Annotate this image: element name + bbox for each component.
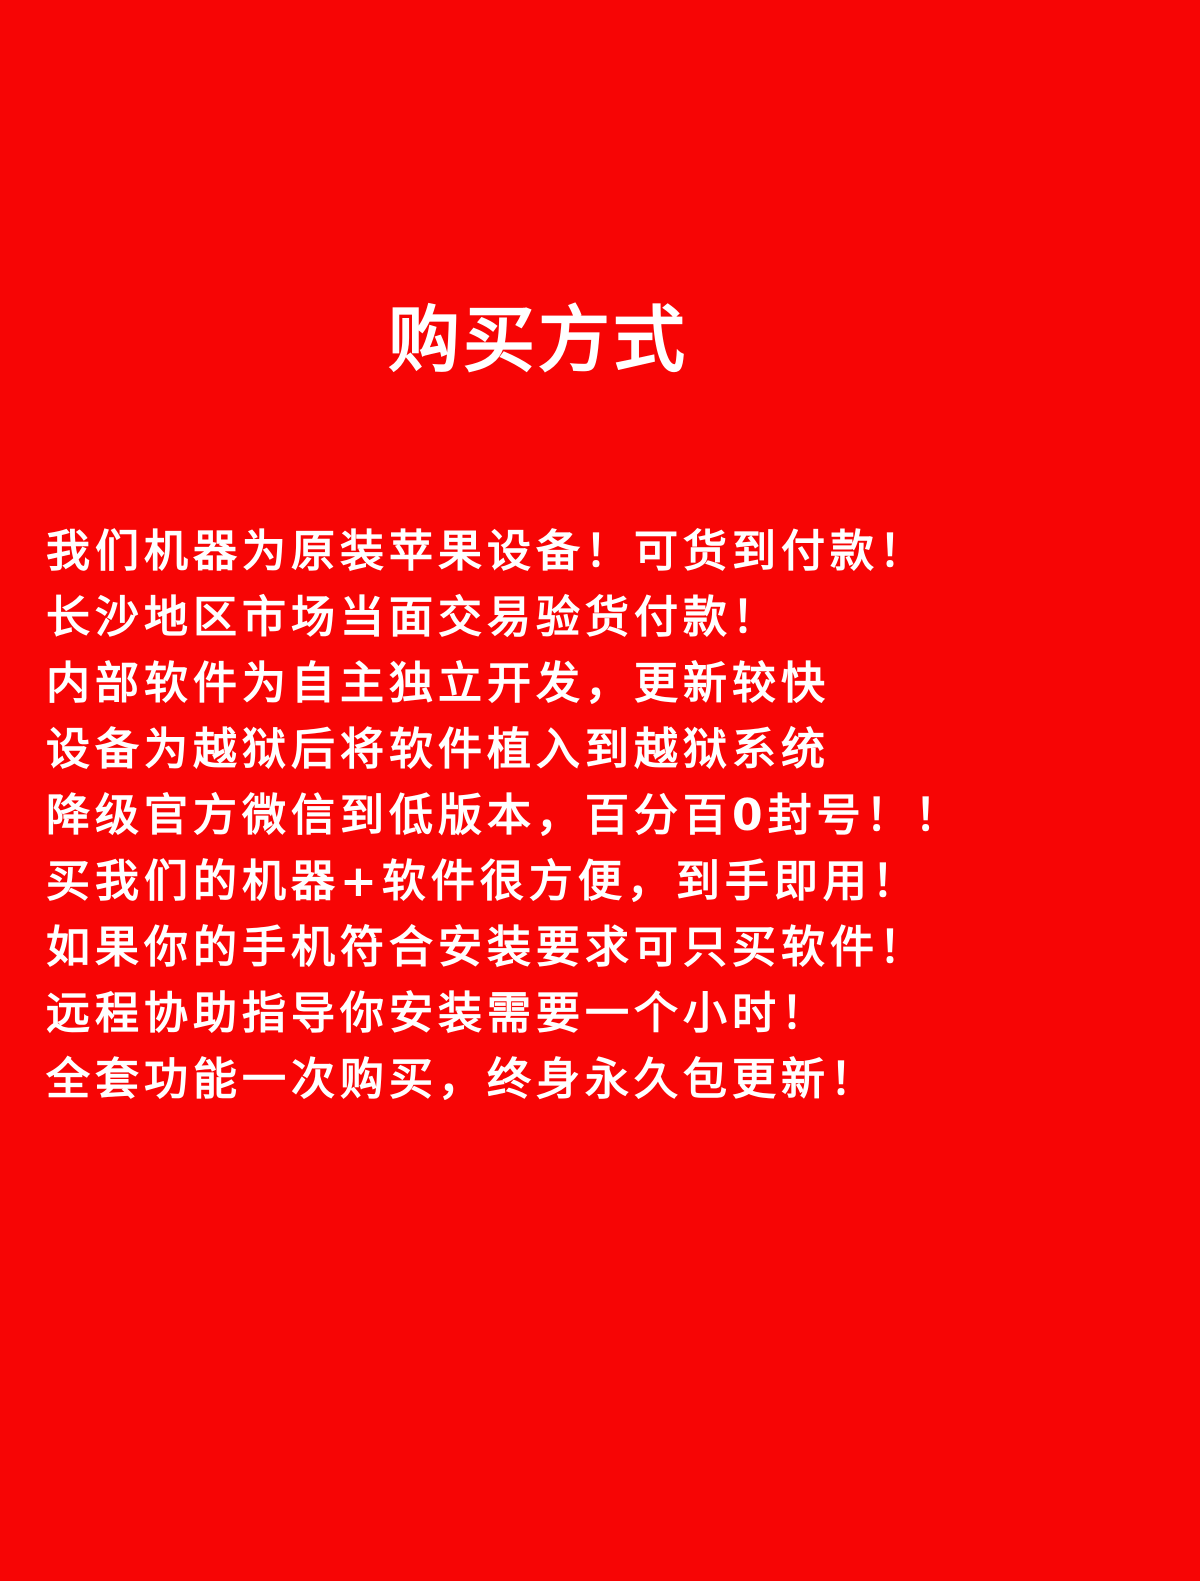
info-line-internal-software: 内部软件为自主独立开发，更新较快 bbox=[46, 658, 830, 709]
info-line-machine-software-bundle: 买我们的机器+软件很方便，到手即用！ bbox=[46, 856, 921, 907]
info-line-wechat-downgrade: 降级官方微信到低版本，百分百0封号！！ bbox=[46, 790, 964, 841]
poster-title: 购买方式 bbox=[388, 298, 689, 382]
info-line-lifetime-updates: 全套功能一次购买，终身永久包更新！ bbox=[46, 1054, 879, 1105]
info-line-local-inspection-payment: 长沙地区市场当面交易验货付款！ bbox=[46, 592, 781, 643]
info-line-software-only: 如果你的手机符合安装要求可只买软件！ bbox=[46, 922, 928, 973]
info-line-remote-installation: 远程协助指导你安装需要一个小时！ bbox=[46, 988, 830, 1039]
info-line-genuine-apple-device: 我们机器为原装苹果设备！可货到付款！ bbox=[46, 526, 928, 577]
info-line-jailbreak-install: 设备为越狱后将软件植入到越狱系统 bbox=[46, 724, 830, 775]
purchase-info-list: 我们机器为原装苹果设备！可货到付款！ 长沙地区市场当面交易验货付款！ 内部软件为… bbox=[46, 519, 1156, 1113]
